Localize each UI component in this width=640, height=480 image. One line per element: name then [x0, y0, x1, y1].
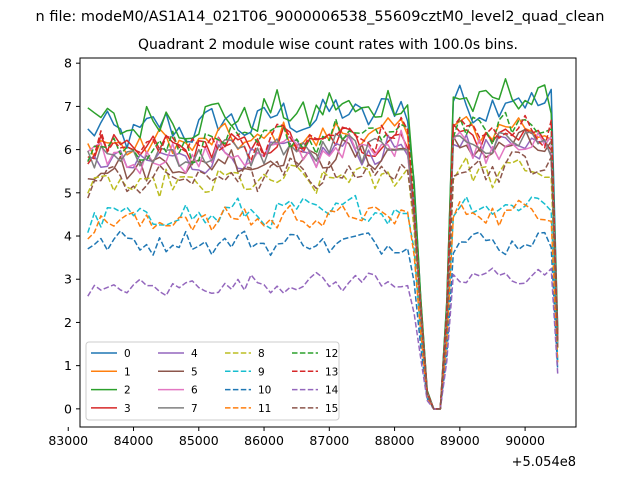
series-line-14	[87, 267, 559, 410]
x-tick-label: 86000	[244, 433, 284, 448]
legend-label-2: 2	[124, 385, 131, 397]
series-line-4	[87, 134, 559, 410]
series-line-11	[87, 199, 559, 410]
y-tick-label: 8	[64, 56, 72, 71]
legend-box	[85, 341, 340, 421]
y-axis: 0 1 2 3 4 5 6 7 8	[64, 56, 80, 416]
figure-suptitle: n file: modeM0/AS1A14_021T06_9000006538_…	[36, 9, 605, 25]
series-line-6	[87, 129, 559, 410]
y-tick-label: 7	[64, 99, 72, 114]
legend-label-6: 6	[191, 385, 198, 397]
x-offset-label: +5.054e8	[512, 455, 576, 470]
legend-label-5: 5	[191, 366, 198, 378]
series-line-2	[87, 78, 559, 410]
y-tick-label: 6	[64, 142, 72, 157]
series-line-13	[87, 114, 559, 410]
legend-label-3: 3	[124, 403, 131, 415]
legend-label-0: 0	[124, 348, 131, 360]
legend-label-12: 12	[325, 348, 338, 360]
y-tick-label: 4	[64, 229, 72, 244]
x-tick-label: 85000	[179, 433, 219, 448]
y-tick-label: 5	[64, 185, 72, 200]
legend-label-13: 13	[325, 366, 338, 378]
x-tick-label: 84000	[114, 433, 154, 448]
series-line-15	[87, 151, 559, 410]
y-tick-label: 1	[64, 358, 72, 373]
series-layer	[87, 78, 559, 410]
legend-label-15: 15	[325, 403, 338, 415]
legend-label-4: 4	[191, 348, 198, 360]
legend-label-9: 9	[258, 366, 265, 378]
x-tick-label: 90000	[505, 433, 545, 448]
legend-label-8: 8	[258, 348, 265, 360]
legend-label-10: 10	[258, 385, 271, 397]
series-line-9	[87, 194, 559, 410]
legend-label-1: 1	[124, 366, 131, 378]
legend-label-14: 14	[325, 385, 339, 397]
chart-title: Quadrant 2 module wise count rates with …	[138, 37, 518, 53]
legend-label-11: 11	[258, 403, 271, 415]
x-tick-label: 87000	[309, 433, 349, 448]
x-tick-label: 88000	[375, 433, 415, 448]
x-axis: 83000 84000 85000 86000 87000 88000 89000 90000	[48, 427, 545, 448]
series-line-12	[87, 111, 559, 410]
y-tick-label: 3	[64, 272, 72, 287]
plot-frame	[79, 57, 577, 428]
x-tick-label: 89000	[440, 433, 480, 448]
x-tick-label: 83000	[48, 433, 88, 448]
series-line-7	[87, 131, 559, 410]
series-line-8	[87, 156, 559, 410]
y-tick-label: 2	[64, 315, 72, 330]
y-tick-label: 0	[64, 401, 72, 416]
series-line-10	[87, 230, 559, 410]
legend-label-7: 7	[191, 403, 198, 415]
